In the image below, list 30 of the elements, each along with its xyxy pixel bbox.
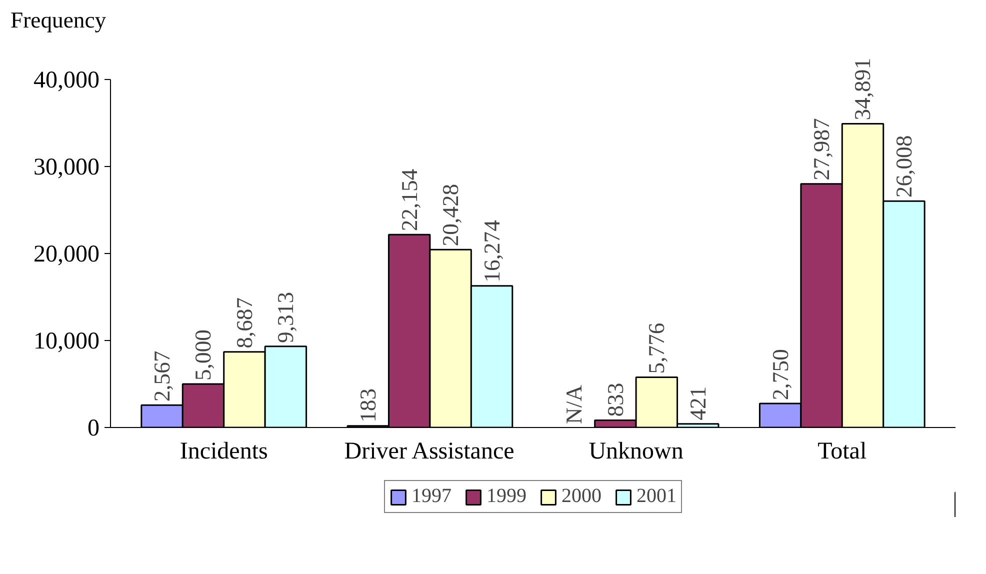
data-label: 8,687 bbox=[232, 297, 257, 348]
data-label: 20,428 bbox=[438, 184, 464, 246]
x-tick-label: Incidents bbox=[180, 438, 268, 464]
y-tick-label: 10,000 bbox=[34, 328, 100, 354]
y-tick-label: 0 bbox=[88, 416, 100, 442]
legend-label: 2001 bbox=[636, 485, 676, 508]
data-label: 34,891 bbox=[850, 58, 876, 120]
legend-label: 2000 bbox=[562, 485, 602, 508]
y-tick-label: 40,000 bbox=[34, 67, 100, 94]
x-tick-label: Total bbox=[818, 438, 867, 464]
data-label: 5,776 bbox=[644, 322, 670, 374]
data-label: 5,000 bbox=[190, 330, 216, 380]
y-tick-label: 20,000 bbox=[34, 241, 100, 268]
data-label: 27,987 bbox=[809, 118, 834, 180]
data-label: 9,313 bbox=[273, 292, 298, 343]
data-label: 421 bbox=[685, 386, 710, 420]
text: N/A bbox=[562, 384, 587, 424]
y-axis-title: Frequency bbox=[10, 8, 107, 32]
y-tick-label: 30,000 bbox=[34, 154, 100, 180]
data-label: 2,567 bbox=[150, 350, 175, 402]
data-label: 26,008 bbox=[891, 135, 916, 198]
x-tick-label: Driver Assistance bbox=[344, 438, 514, 464]
data-label: 2,750 bbox=[768, 349, 793, 400]
data-label: 833 bbox=[602, 382, 628, 417]
data-label: 22,154 bbox=[396, 168, 422, 232]
x-tick-label: Unknown bbox=[588, 438, 684, 464]
data-label: 16,274 bbox=[479, 220, 504, 282]
data-label: 183 bbox=[356, 388, 381, 422]
legend-label: 1997 bbox=[412, 485, 452, 508]
legend-label: 1999 bbox=[486, 485, 526, 508]
